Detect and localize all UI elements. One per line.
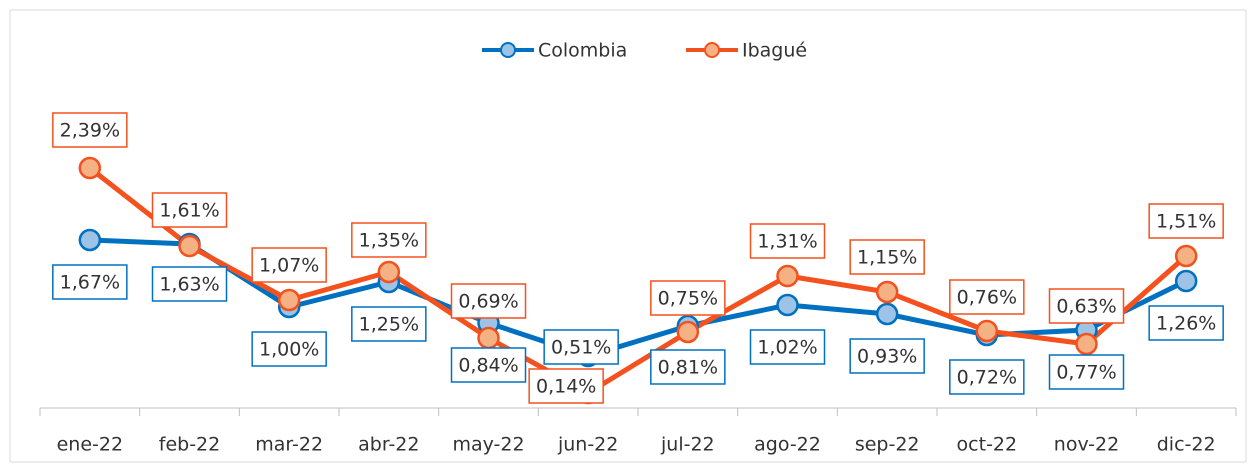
data-point — [1075, 332, 1098, 356]
x-tick-label: dic-22 — [1157, 434, 1216, 456]
data-label-box — [949, 279, 1025, 315]
data-label-box — [351, 306, 427, 342]
data-label-box — [52, 112, 128, 148]
data-label: 0,75% — [658, 288, 718, 310]
data-label: 1,67% — [60, 272, 120, 294]
legend-marker — [500, 42, 516, 58]
data-point — [178, 234, 201, 258]
x-tick-label: jul-22 — [660, 434, 715, 456]
data-label: 1,35% — [359, 230, 419, 252]
data-point — [78, 156, 102, 180]
data-label-box — [251, 247, 327, 283]
data-point — [78, 228, 102, 252]
data-label-box — [151, 192, 228, 228]
x-tick-label: nov-22 — [1054, 434, 1119, 456]
data-label-box — [151, 266, 228, 302]
data-label-box — [849, 239, 925, 275]
data-label: 2,39% — [60, 120, 120, 142]
x-tick-label: mar-22 — [255, 434, 323, 456]
data-label-box — [351, 222, 427, 258]
data-label: 0,77% — [1056, 362, 1116, 384]
data-label: 0,69% — [458, 291, 518, 313]
data-label: 0,93% — [857, 346, 917, 368]
x-tick-label: may-22 — [452, 434, 524, 456]
data-label-box — [1048, 288, 1125, 324]
data-label: 0,51% — [551, 337, 611, 359]
data-label: 0,63% — [1056, 296, 1116, 318]
x-tick-label: sep-22 — [855, 434, 920, 456]
data-label-box — [543, 329, 619, 365]
data-label: 1,61% — [159, 200, 219, 222]
chart-border — [9, 9, 1247, 463]
data-point — [477, 326, 500, 350]
data-label: 1,02% — [757, 337, 817, 359]
data-label-box — [450, 347, 527, 383]
data-point — [277, 288, 301, 312]
data-point — [377, 260, 401, 284]
x-tick-label: abr-22 — [358, 434, 419, 456]
x-tick-label: oct-22 — [957, 434, 1018, 456]
data-label-box — [1148, 203, 1224, 239]
data-label: 1,31% — [757, 231, 817, 253]
data-label-box — [650, 349, 726, 385]
data-label: 1,25% — [359, 314, 419, 336]
x-tick-label: feb-22 — [159, 434, 220, 456]
data-label-box — [251, 331, 327, 367]
data-label-box — [949, 359, 1025, 395]
data-label: 1,07% — [259, 255, 319, 277]
legend-marker — [704, 42, 720, 58]
data-point — [975, 319, 999, 343]
data-label-box — [528, 368, 604, 404]
data-label-box — [650, 280, 726, 316]
data-point — [875, 280, 899, 304]
data-point — [776, 264, 799, 288]
data-label: 1,26% — [1156, 313, 1216, 335]
data-label-box — [450, 283, 527, 319]
x-tick-label: jun-22 — [557, 434, 618, 456]
data-label-box — [849, 338, 925, 374]
series-line — [88, 166, 1188, 396]
data-label-box — [1148, 305, 1224, 341]
data-label: 0,84% — [458, 355, 518, 377]
data-label: 0,81% — [658, 357, 718, 379]
data-point — [1174, 269, 1198, 293]
data-label: 1,51% — [1156, 211, 1216, 233]
legend-label: Ibagué — [742, 40, 807, 62]
data-label: 0,76% — [957, 287, 1017, 309]
data-label: 1,15% — [857, 247, 917, 269]
data-label-box — [1048, 354, 1125, 390]
data-point — [1174, 244, 1198, 268]
data-label-box — [749, 329, 826, 365]
data-label: 0,14% — [536, 376, 596, 398]
data-point — [776, 293, 799, 317]
x-tick-label: ene-22 — [57, 434, 123, 456]
legend-label: Colombia — [538, 40, 627, 62]
x-tick-label: ago-22 — [754, 434, 821, 456]
data-label-box — [749, 223, 826, 259]
data-point — [676, 320, 700, 344]
data-label: 0,72% — [957, 367, 1017, 389]
data-label: 1,00% — [259, 339, 319, 361]
data-point — [875, 302, 899, 326]
data-label: 1,63% — [159, 274, 219, 296]
data-label-box — [52, 264, 128, 300]
